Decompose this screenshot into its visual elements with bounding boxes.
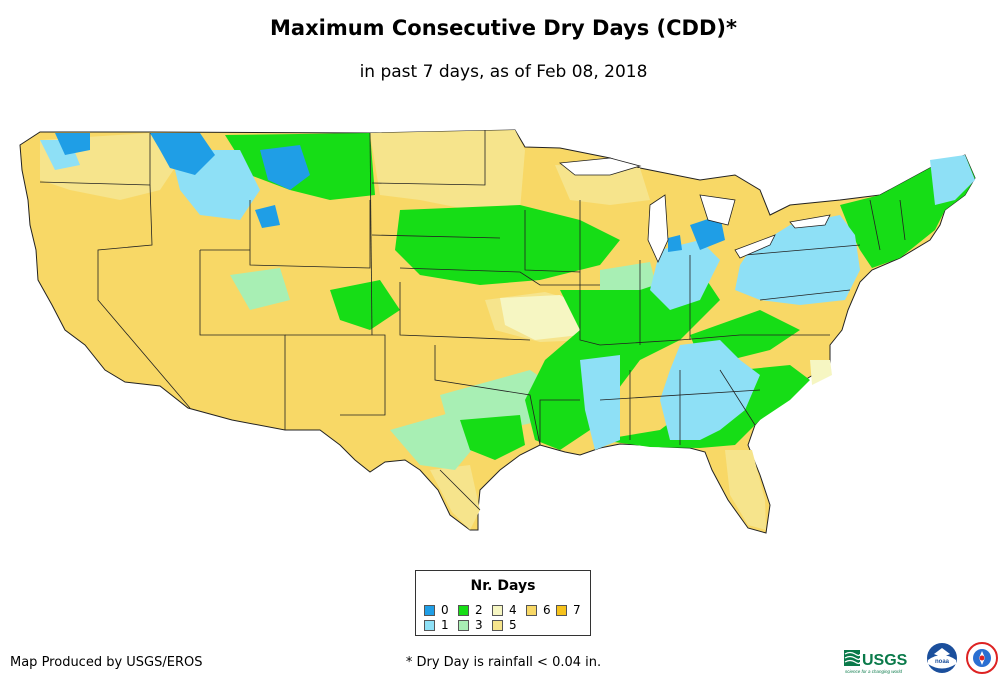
legend-label-6: 6 [543,603,551,617]
legend-swatch-4 [492,604,503,616]
legend-label-5: 5 [509,618,517,632]
usgs-logo: USGS science for a changing world [844,650,908,674]
legend-item-6: 6 [526,603,551,617]
legend-swatch-7 [556,604,567,616]
legend-item-5: 5 [492,618,517,632]
legend-label-2: 2 [475,603,483,617]
legend-label-4: 4 [509,603,517,617]
lake-ontario [789,214,831,229]
legend-title: Nr. Days [470,578,536,594]
lake-michigan [647,194,669,263]
legend-swatch-6 [526,604,537,616]
region-4-days [500,295,832,385]
legend-box: Nr. Days 0 1 2 3 4 5 6 7 [415,570,591,636]
legend-item-7: 7 [556,603,581,617]
lake-superior [558,157,642,176]
noaa-logo-text: noaa [935,659,950,665]
usgs-tagline: science for a changing world [845,669,903,674]
legend-item-3: 3 [458,618,483,632]
lake-erie [734,234,776,259]
legend-swatch-5 [492,619,503,631]
usgs-logo-text: USGS [862,652,908,669]
legend-swatch-2 [458,604,469,616]
legend-label-0: 0 [441,603,449,617]
legend-item-2: 2 [458,603,483,617]
map-title: Maximum Consecutive Dry Days (CDD)* [270,16,737,40]
legend-label-3: 3 [475,618,483,632]
legend-swatch-1 [424,619,435,631]
great-lakes [558,157,831,263]
map-credit: Map Produced by USGS/EROS [10,655,203,670]
legend-label-1: 1 [441,618,449,632]
legend-item-1: 1 [424,618,449,632]
legend-item-4: 4 [492,603,517,617]
legend-item-0: 0 [424,603,449,617]
nws-logo [966,642,998,674]
agency-logos: USGS science for a changing world noaa [844,642,998,674]
noaa-logo: noaa [927,643,957,673]
legend-swatch-0 [424,604,435,616]
region-1-day [40,140,975,450]
state-boundaries [39,130,906,511]
lake-huron [699,194,736,226]
map-subtitle: in past 7 days, as of Feb 08, 2018 [359,62,648,82]
region-0-days [55,133,725,252]
legend-label-7: 7 [573,603,581,617]
dry-day-footnote: * Dry Day is rainfall < 0.04 in. [405,655,602,670]
legend-swatch-3 [458,619,469,631]
